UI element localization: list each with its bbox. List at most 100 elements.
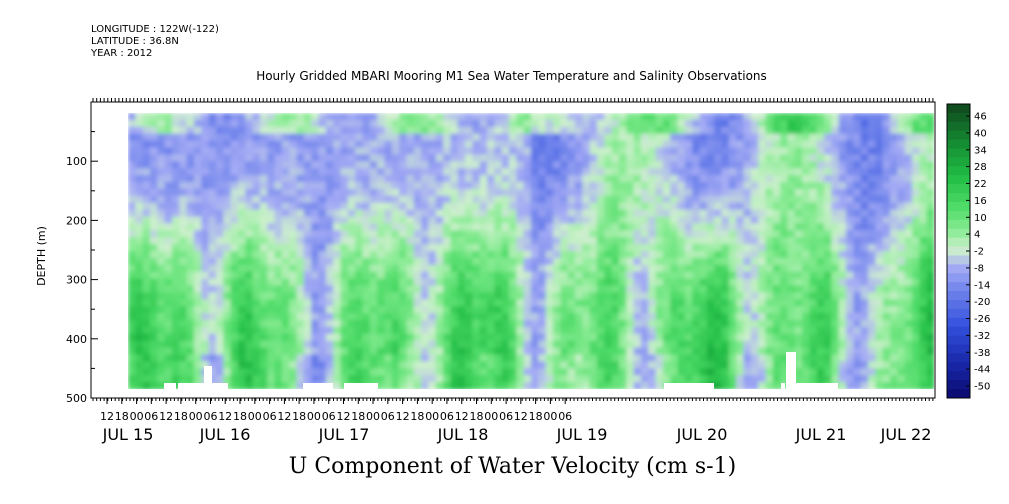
- heatmap-cell: [149, 354, 159, 363]
- heatmap-cell: [611, 182, 620, 190]
- heatmap-cell: [567, 340, 576, 349]
- heatmap-cell: [443, 188, 452, 197]
- heatmap-cell: [831, 230, 840, 238]
- heatmap-cell: [728, 375, 737, 383]
- heatmap-cell: [164, 333, 173, 342]
- heatmap-cell: [421, 313, 430, 321]
- heatmap-cell: [596, 161, 606, 169]
- heatmap-cell: [303, 168, 312, 176]
- heatmap-cell: [794, 278, 803, 287]
- heatmap-cell: [428, 168, 437, 176]
- heatmap-cell: [340, 119, 349, 128]
- heatmap-cell: [435, 257, 444, 266]
- heatmap-cell: [223, 375, 232, 383]
- heatmap-cell: [604, 119, 613, 128]
- heatmap-cell: [413, 251, 422, 259]
- heatmap-cell: [443, 161, 452, 169]
- heatmap-cell: [230, 251, 239, 259]
- heatmap-cell: [772, 257, 781, 266]
- heatmap-cell: [311, 140, 320, 149]
- heatmap-cell: [912, 361, 921, 370]
- heatmap-cell: [347, 223, 356, 232]
- heatmap-cell: [494, 223, 503, 232]
- heatmap-cell: [186, 292, 195, 301]
- heatmap-cell: [443, 264, 452, 273]
- heatmap-cell: [325, 188, 334, 197]
- heatmap-cell: [384, 320, 393, 328]
- heatmap-cell: [179, 119, 188, 128]
- heatmap-cell: [545, 168, 554, 176]
- heatmap-cell: [677, 285, 686, 294]
- heatmap-cell: [465, 320, 474, 328]
- heatmap-cell: [215, 244, 225, 252]
- heatmap-cell: [472, 326, 481, 335]
- heatmap-cell: [853, 140, 862, 149]
- heatmap-cell: [794, 320, 803, 328]
- heatmap-cell: [699, 147, 708, 156]
- heatmap-cell: [904, 299, 913, 307]
- heatmap-cell: [618, 223, 628, 232]
- heatmap-cell: [450, 113, 459, 121]
- heatmap-cell: [626, 320, 635, 328]
- heatmap-cell: [435, 278, 444, 287]
- heatmap-cell: [391, 147, 400, 156]
- heatmap-cell: [721, 140, 730, 149]
- heatmap-cell: [435, 333, 444, 342]
- heatmap-cell: [662, 251, 672, 259]
- heatmap-cell: [809, 285, 818, 294]
- heatmap-cell: [655, 126, 664, 135]
- heatmap-cell: [523, 278, 532, 287]
- heatmap-cell: [794, 230, 803, 238]
- heatmap-cell: [179, 209, 188, 218]
- heatmap-cell: [465, 237, 474, 245]
- heatmap-cell: [897, 161, 906, 169]
- heatmap-cell: [633, 195, 642, 204]
- heatmap-cell: [179, 244, 188, 252]
- heatmap-cell: [377, 361, 386, 370]
- heatmap-cell: [267, 188, 276, 197]
- heatmap-cell: [443, 195, 452, 204]
- heatmap-cell: [355, 257, 364, 266]
- heatmap-cell: [809, 257, 818, 266]
- heatmap-cell: [677, 195, 686, 204]
- heatmap-cell: [912, 292, 921, 301]
- heatmap-cell: [362, 299, 371, 307]
- heatmap-cell: [347, 320, 356, 328]
- heatmap-cell: [149, 175, 159, 183]
- heatmap-cell: [509, 216, 518, 225]
- heatmap-cell: [567, 320, 576, 328]
- heatmap-cell: [128, 175, 137, 183]
- heatmap-cell: [179, 202, 188, 211]
- heatmap-cell: [149, 382, 159, 389]
- heatmap-cell: [487, 264, 496, 273]
- heatmap-cell: [758, 257, 767, 266]
- heatmap-cell: [545, 188, 554, 197]
- heatmap-cell: [912, 175, 921, 183]
- heatmap-cell: [582, 202, 591, 211]
- heatmap-cell: [523, 264, 532, 273]
- heatmap-cell: [919, 382, 928, 389]
- heatmap-cell: [684, 154, 693, 163]
- heatmap-cell: [560, 354, 569, 363]
- heatmap-cell: [868, 161, 877, 169]
- heatmap-cell: [875, 333, 884, 342]
- heatmap-cell: [772, 313, 781, 321]
- heatmap-cell: [780, 195, 789, 204]
- heatmap-cell: [897, 257, 906, 266]
- heatmap-cell: [655, 354, 664, 363]
- heatmap-cell: [618, 271, 628, 280]
- heatmap-cell: [457, 140, 466, 149]
- heatmap-cell: [728, 216, 737, 225]
- heatmap-cell: [487, 216, 496, 225]
- heatmap-cell: [677, 375, 686, 383]
- heatmap-cell: [340, 320, 349, 328]
- heatmap-cell: [604, 368, 613, 376]
- heatmap-cell: [721, 320, 730, 328]
- heatmap-cell: [149, 202, 159, 211]
- heatmap-cell: [728, 168, 737, 176]
- heatmap-cell: [728, 140, 737, 149]
- heatmap-cell: [633, 230, 642, 238]
- heatmap-cell: [662, 292, 672, 301]
- heatmap-cell: [780, 271, 789, 280]
- heatmap-cell: [692, 209, 701, 218]
